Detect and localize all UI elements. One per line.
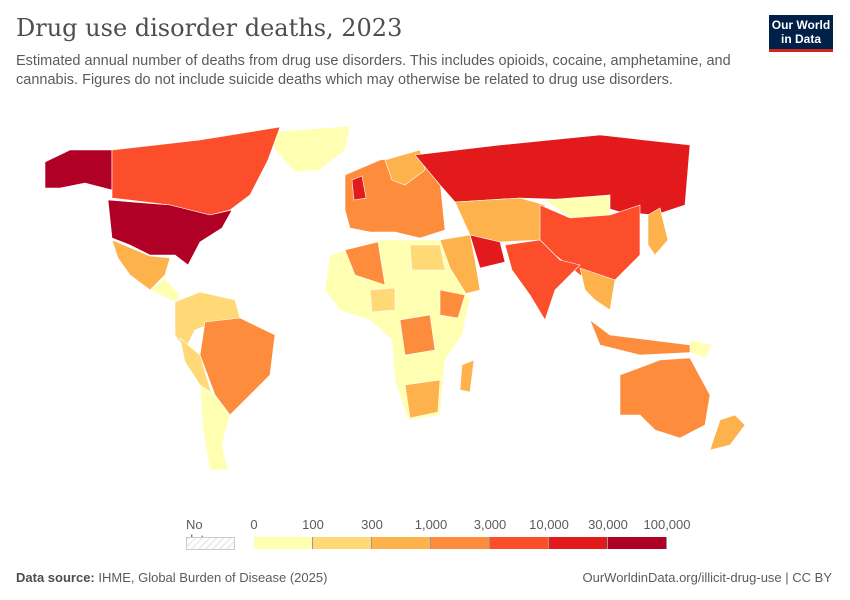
region-papua-new-guinea[interactable] [689, 339, 713, 359]
legend-bin-4[interactable] [490, 537, 549, 549]
legend-bins [254, 537, 667, 549]
world-map[interactable] [0, 118, 850, 478]
no-data-swatch [186, 537, 235, 550]
region-mexico[interactable] [111, 239, 171, 291]
legend-bin-0[interactable] [254, 537, 313, 549]
region-new-zealand[interactable] [709, 414, 746, 451]
region-egypt[interactable] [409, 244, 446, 271]
legend-tick: 300 [361, 517, 383, 532]
legend-tick: 10,000 [529, 517, 569, 532]
region-madagascar[interactable] [459, 359, 475, 393]
region-nigeria[interactable] [369, 287, 396, 313]
logo-line-2: in Data [780, 32, 821, 46]
legend-bin-5[interactable] [549, 537, 608, 549]
region-ethiopia[interactable] [439, 289, 466, 319]
region-indonesia[interactable] [589, 319, 701, 356]
source-label: Data source: [16, 570, 95, 585]
region-usa[interactable] [107, 199, 233, 266]
owid-logo[interactable]: Our World in Data [769, 15, 833, 52]
region-south-africa[interactable] [404, 379, 441, 419]
page-subtitle: Estimated annual number of deaths from d… [16, 53, 731, 88]
region-algeria[interactable] [344, 241, 386, 286]
legend-tick: 0 [250, 517, 258, 532]
region-central-america[interactable] [149, 277, 181, 303]
logo-line-1: Our World [771, 18, 831, 32]
legend-tick: 30,000 [588, 517, 628, 532]
legend-bin-2[interactable] [372, 537, 431, 549]
legend-tick: 1,000 [414, 517, 448, 532]
legend-tick: 100,000 [643, 517, 691, 532]
region-africa[interactable] [324, 239, 471, 421]
region-alaska[interactable] [44, 149, 113, 191]
legend-bin-1[interactable] [313, 537, 372, 549]
legend-tick: 3,000 [473, 517, 507, 532]
source-url[interactable]: OurWorldinData.org/illicit-drug-use | CC… [582, 570, 833, 585]
region-australia[interactable] [619, 357, 711, 439]
region-southeast-asia[interactable] [579, 267, 616, 311]
region-uk[interactable] [351, 175, 367, 201]
region-iran[interactable] [469, 234, 506, 269]
region-southern-cone[interactable] [199, 384, 231, 471]
region-scandinavia[interactable] [384, 149, 426, 186]
page-title: Drug use disorder deaths, 2023 [16, 14, 403, 42]
source-text[interactable]: IHME, Global Burden of Disease (2025) [98, 570, 328, 585]
region-drc[interactable] [399, 314, 436, 356]
region-brazil[interactable] [199, 317, 276, 416]
data-source: Data source: IHME, Global Burden of Dise… [16, 570, 327, 585]
region-canada[interactable] [111, 126, 281, 216]
legend-bin-3[interactable] [431, 537, 490, 549]
legend-tick: 100 [302, 517, 324, 532]
region-japan[interactable] [647, 207, 669, 256]
legend-bin-6[interactable] [608, 537, 667, 549]
region-greenland[interactable] [269, 125, 351, 173]
region-india[interactable] [504, 239, 581, 321]
